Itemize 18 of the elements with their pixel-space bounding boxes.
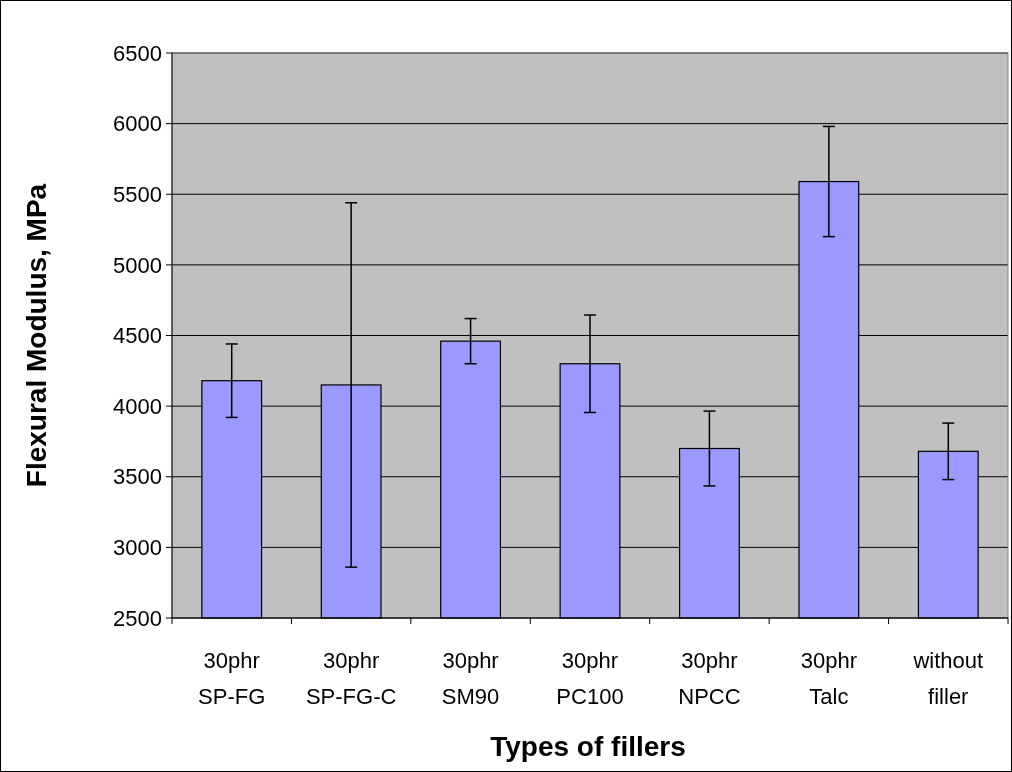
y-tick-label: 5500 bbox=[113, 181, 162, 207]
y-tick-label: 2500 bbox=[113, 605, 162, 631]
y-tick-label: 6500 bbox=[113, 40, 162, 66]
x-tick-label: 30phr SP-FG-C bbox=[305, 648, 397, 709]
y-tick-label: 3000 bbox=[113, 535, 162, 561]
x-tick-label: 30phr PC100 bbox=[556, 648, 624, 709]
x-tick-label: 30phr SM90 bbox=[441, 648, 500, 709]
y-tick-label: 4000 bbox=[113, 393, 162, 419]
y-tick-label: 6000 bbox=[113, 111, 162, 137]
y-axis-title: Flexural Modulus, MPa bbox=[21, 183, 52, 488]
x-tick-label: 30phr NPCC bbox=[678, 648, 741, 709]
x-tick-label: 30phr SP-FG bbox=[198, 648, 266, 709]
y-tick-label: 5000 bbox=[113, 252, 162, 278]
x-tick-label: without filler bbox=[912, 648, 984, 709]
x-axis-title: Types of fillers bbox=[490, 731, 686, 762]
y-tick-label: 3500 bbox=[113, 464, 162, 490]
y-tick-label: 4500 bbox=[113, 323, 162, 349]
x-tick-label: 30phr Talc bbox=[800, 648, 857, 709]
